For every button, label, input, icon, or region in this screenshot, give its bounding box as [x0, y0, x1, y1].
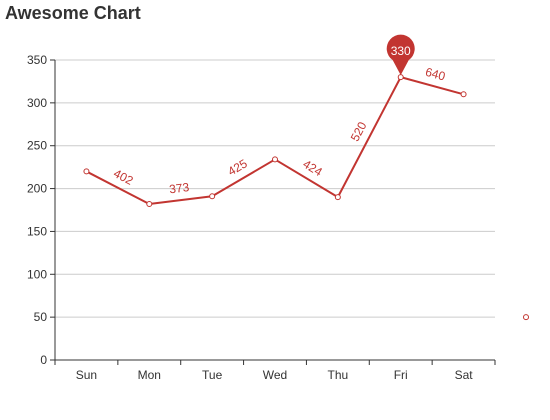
series-line — [85, 76, 464, 205]
x-tick-label: Sun — [76, 368, 97, 382]
x-tick-label: Mon — [138, 368, 161, 382]
y-tick-label: 200 — [27, 182, 47, 196]
y-tick-label: 0 — [40, 353, 47, 367]
chart-title: Awesome Chart — [5, 3, 141, 23]
data-point[interactable] — [334, 194, 341, 201]
data-label: 373 — [168, 180, 190, 196]
data-label: 640 — [424, 65, 447, 84]
x-tick-label: Sat — [455, 368, 474, 382]
data-label: 402 — [111, 166, 136, 188]
y-tick-label: 250 — [27, 139, 47, 153]
data-point[interactable] — [146, 201, 153, 207]
mark-point-pin[interactable] — [386, 34, 415, 76]
mark-point-label: 330 — [391, 44, 411, 58]
y-tick-label: 50 — [34, 310, 48, 324]
x-tick-label: Thu — [328, 368, 349, 382]
stray-point[interactable] — [523, 314, 529, 321]
data-point[interactable] — [209, 193, 216, 200]
data-point[interactable] — [272, 156, 278, 163]
y-tick-label: 100 — [27, 267, 47, 281]
data-label: 520 — [348, 119, 370, 144]
y-tick-label: 300 — [27, 96, 47, 110]
x-tick-label: Fri — [394, 368, 408, 382]
x-tick-label: Wed — [263, 368, 287, 382]
y-tick-label: 350 — [27, 53, 47, 67]
y-tick-label: 150 — [27, 224, 47, 238]
data-point[interactable] — [83, 168, 90, 175]
x-tick-label: Tue — [202, 368, 223, 382]
data-point[interactable] — [460, 91, 467, 98]
data-point[interactable] — [397, 74, 404, 81]
